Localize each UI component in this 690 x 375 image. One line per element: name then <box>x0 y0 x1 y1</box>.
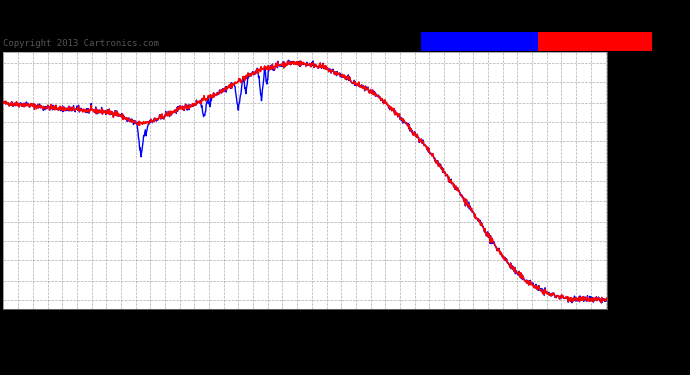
Text: Outdoor Temperature vs Wind Chill per Minute (24 Hours) 20130905: Outdoor Temperature vs Wind Chill per Mi… <box>48 9 560 22</box>
Text: Wind Chill  (°F): Wind Chill (°F) <box>437 37 522 46</box>
Text: Temperature  (°F): Temperature (°F) <box>549 37 640 46</box>
Text: Copyright 2013 Cartronics.com: Copyright 2013 Cartronics.com <box>3 39 159 48</box>
